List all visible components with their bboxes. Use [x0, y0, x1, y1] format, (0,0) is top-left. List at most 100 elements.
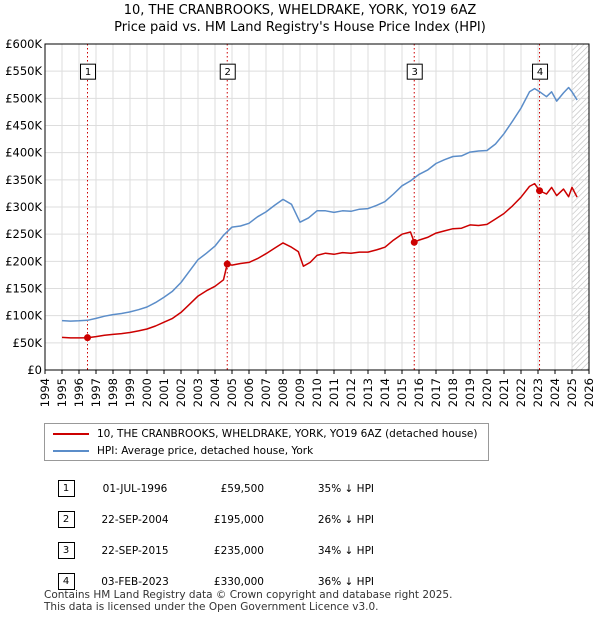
x-tick-label: 2017 — [429, 378, 443, 407]
y-tick-label: £150K — [5, 282, 42, 296]
x-tick-label: 2004 — [208, 378, 222, 407]
y-tick-label: £250K — [5, 227, 42, 241]
table-row: 1 01-JUL-1996 £59,500 35% ↓ HPI — [40, 473, 374, 504]
x-tick-label: 2005 — [225, 378, 239, 407]
legend-swatch-hpi — [53, 450, 89, 452]
sale-label-box: 2 — [219, 63, 236, 80]
sale-point — [84, 334, 91, 342]
sale-price: £235,000 — [213, 544, 264, 557]
legend-item-property: 10, THE CRANBROOKS, WHELDRAKE, YORK, YO1… — [53, 426, 478, 442]
sale-point — [223, 260, 231, 268]
sale-hpi-diff: 35% ↓ HPI — [317, 482, 374, 495]
table-row: 2 22-SEP-2004 £195,000 26% ↓ HPI — [40, 504, 374, 535]
legend-label-hpi: HPI: Average price, detached house, York — [97, 445, 314, 457]
y-tick-label: £600K — [5, 37, 42, 51]
plot-border — [44, 43, 590, 371]
sale-label-frame — [406, 63, 423, 80]
chart-title: 10, THE CRANBROOKS, WHELDRAKE, YORK, YO1… — [0, 2, 600, 36]
legend-label-property: 10, THE CRANBROOKS, WHELDRAKE, YORK, YO1… — [97, 428, 478, 440]
sale-label-number: 3 — [412, 67, 418, 78]
y-tick-label: £200K — [5, 254, 42, 268]
x-tick-label: 2003 — [191, 378, 205, 407]
x-tick-label: 1997 — [89, 378, 103, 407]
table-row: 3 22-SEP-2015 £235,000 34% ↓ HPI — [40, 535, 374, 566]
title-line-1: 10, THE CRANBROOKS, WHELDRAKE, YORK, YO1… — [123, 3, 477, 18]
sales-table: 1 01-JUL-1996 £59,500 35% ↓ HPI 2 22-SEP… — [40, 473, 374, 597]
x-tick-label: 1995 — [55, 378, 69, 407]
sale-hpi-diff: 36% ↓ HPI — [317, 575, 374, 588]
x-tick-label: 2010 — [310, 378, 324, 407]
x-tick-label: 2025 — [565, 378, 579, 407]
x-tick-label: 2012 — [344, 378, 358, 407]
sale-number-badge: 2 — [57, 511, 75, 528]
table-row: 4 03-FEB-2023 £330,000 36% ↓ HPI — [40, 566, 374, 597]
y-tick-label: £350K — [5, 173, 42, 187]
x-tick-label: 2007 — [259, 378, 273, 407]
x-tick-label: 2021 — [497, 378, 511, 407]
x-tick-label: 2001 — [157, 378, 171, 407]
y-tick-label: £500K — [5, 91, 42, 105]
sale-label-number: 1 — [85, 67, 91, 78]
sale-date: 22-SEP-2015 — [101, 544, 169, 557]
x-tick-label: 1996 — [72, 378, 86, 407]
sale-price: £195,000 — [213, 513, 264, 526]
sale-label-number: 2 — [225, 67, 231, 78]
sale-number-badge: 1 — [57, 480, 75, 497]
sale-label-number: 4 — [537, 67, 543, 78]
x-tick-label: 2024 — [548, 378, 562, 407]
footer-line-2: This data is licensed under the Open Gov… — [44, 601, 379, 613]
legend-swatch-property — [53, 433, 89, 435]
y-tick-label: £550K — [5, 64, 42, 78]
sale-price: £330,000 — [213, 575, 264, 588]
sale-hpi-diff: 34% ↓ HPI — [317, 544, 374, 557]
footer: Contains HM Land Registry data © Crown c… — [44, 589, 452, 613]
y-tick-label: £100K — [5, 309, 42, 323]
sale-price: £59,500 — [220, 482, 264, 495]
property-series-line — [61, 182, 578, 339]
x-tick-label: 2019 — [463, 378, 477, 407]
x-tick-label: 2014 — [378, 378, 392, 407]
y-tick-label: £50K — [13, 336, 43, 350]
sale-date: 01-JUL-1996 — [102, 482, 168, 495]
sale-label-box: 1 — [80, 63, 96, 80]
x-tick-label: 2020 — [480, 378, 494, 407]
x-tick-label: 2018 — [446, 378, 460, 407]
sale-point — [410, 238, 418, 246]
sale-date: 03-FEB-2023 — [101, 575, 169, 588]
x-tick-label: 1998 — [106, 378, 120, 407]
legend: 10, THE CRANBROOKS, WHELDRAKE, YORK, YO1… — [44, 423, 489, 461]
title-line-2: Price paid vs. HM Land Registry's House … — [114, 20, 486, 35]
hpi-series-line — [61, 86, 578, 322]
sale-hpi-diff: 26% ↓ HPI — [317, 513, 374, 526]
sale-point — [536, 187, 544, 195]
footer-line-1: Contains HM Land Registry data © Crown c… — [44, 589, 453, 601]
x-tick-label: 2006 — [242, 378, 256, 407]
x-tick-label: 2011 — [327, 378, 341, 407]
sale-number-badge: 4 — [57, 573, 75, 590]
x-tick-label: 2022 — [514, 378, 528, 407]
x-tick-label: 2023 — [531, 378, 545, 407]
x-tick-label: 2015 — [395, 378, 409, 407]
sale-label-box: 3 — [406, 63, 423, 80]
x-tick-label: 2016 — [412, 378, 426, 407]
y-tick-label: £300K — [5, 200, 42, 214]
x-tick-label: 2026 — [582, 378, 596, 407]
x-tick-label: 1994 — [38, 378, 52, 407]
x-tick-label: 2009 — [293, 378, 307, 407]
legend-item-hpi: HPI: Average price, detached house, York — [53, 443, 313, 459]
y-tick-label: £450K — [5, 119, 42, 133]
sale-date: 22-SEP-2004 — [101, 513, 169, 526]
sale-label-frame — [219, 63, 236, 80]
price-chart: £0 £50K £100K £150K £200K £250K £300K £350K £400… — [5, 37, 596, 407]
x-tick-label: 2008 — [276, 378, 290, 407]
sale-label-frame — [532, 63, 549, 80]
y-tick-label: £400K — [5, 146, 42, 160]
sale-label-box: 4 — [532, 63, 549, 80]
y-tick-label: £0 — [27, 363, 42, 377]
x-tick-label: 1999 — [123, 378, 137, 407]
x-tick-label: 2000 — [140, 378, 154, 407]
sale-number-badge: 3 — [57, 542, 75, 559]
sale-label-frame — [80, 63, 96, 80]
x-tick-label: 2002 — [174, 378, 188, 407]
x-tick-label: 2013 — [361, 378, 375, 407]
